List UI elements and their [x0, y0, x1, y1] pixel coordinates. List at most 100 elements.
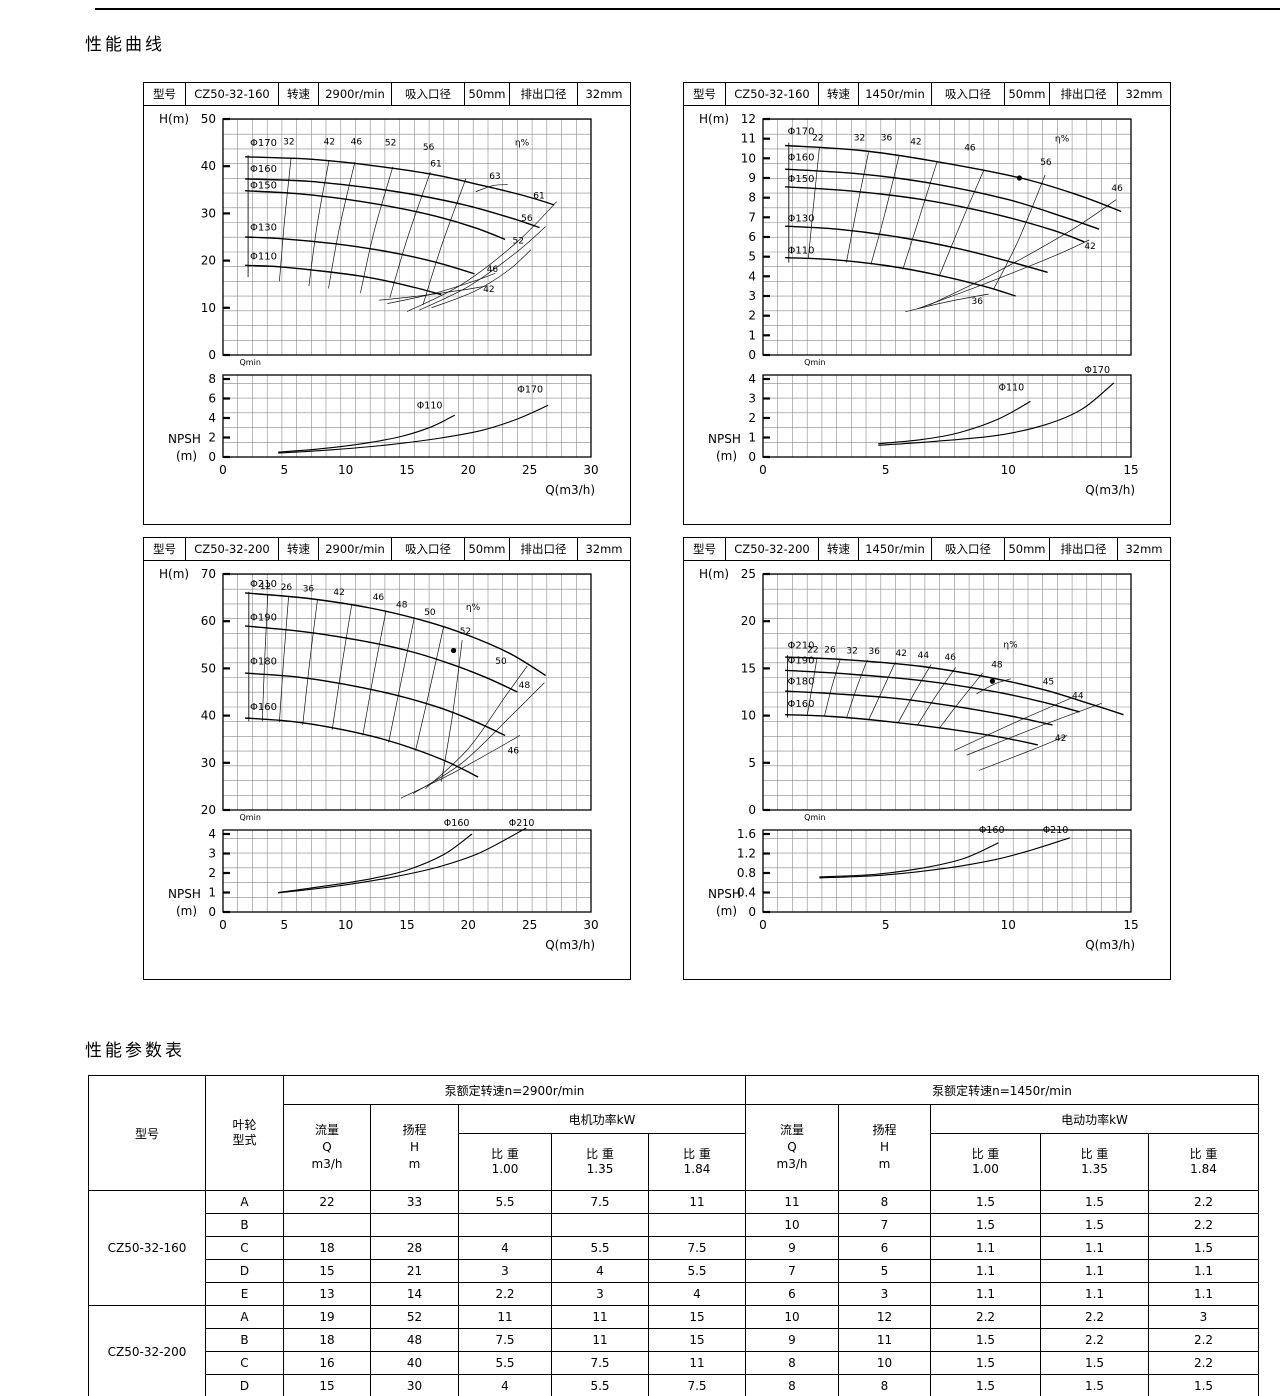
- value-cell: 9: [745, 1236, 839, 1260]
- suction-label: 吸入口径: [932, 538, 1005, 560]
- value-cell: 1.5: [930, 1374, 1041, 1396]
- impeller-curve-label: Φ210: [250, 579, 277, 590]
- impeller-type-cell: E: [205, 1282, 284, 1306]
- discharge-value: 32mm: [585, 87, 623, 101]
- efficiency-contour: [261, 595, 269, 722]
- chart-header: 型号 CZ50-32-160 转速 1450r/min 吸入口径 50mm 排出…: [684, 83, 1170, 106]
- efficiency-label: 48: [396, 601, 408, 611]
- chart-header: 型号 CZ50-32-200 转速 2900r/min 吸入口径 50mm 排出…: [144, 538, 630, 561]
- efficiency-label: 61: [430, 160, 441, 170]
- efficiency-contour: [302, 599, 318, 726]
- h-tick-label: 0: [748, 348, 756, 362]
- model-label: 型号: [684, 83, 726, 105]
- model-value: CZ50-32-160: [186, 83, 279, 105]
- chart-panel-160-2900: 型号 CZ50-32-160 转速 2900r/min 吸入口径 50mm 排出…: [143, 82, 631, 525]
- h-tick-label: 50: [201, 661, 216, 675]
- value-cell: 5.5: [648, 1259, 746, 1283]
- top-rule: [95, 8, 1280, 10]
- value-cell: 6: [838, 1236, 931, 1260]
- efficiency-label: 46: [945, 653, 957, 663]
- npsh-tick-label: 1.2: [737, 847, 756, 861]
- efficiency-contour: [328, 161, 356, 289]
- npsh-axis-unit: (m): [716, 904, 737, 918]
- npsh-tick-label: 0: [748, 450, 756, 464]
- h-tick-label: 40: [201, 159, 216, 173]
- value-cell: 5.5: [551, 1374, 649, 1396]
- efficiency-label: 36: [972, 297, 984, 307]
- h-tick-label: 40: [201, 709, 216, 723]
- q-tick-label: 0: [219, 918, 227, 932]
- value-cell: 5.5: [458, 1190, 552, 1214]
- value-cell: 48: [370, 1328, 459, 1352]
- efficiency-label: 44: [918, 651, 930, 661]
- npsh-curve: [278, 827, 527, 894]
- performance-parameters-table: 型号 叶轮 型式 泵额定转速n=2900r/min 泵额定转速n=1450r/m…: [88, 1075, 1259, 1396]
- efficiency-contour: [939, 169, 985, 276]
- q-tick-label: 15: [399, 918, 414, 932]
- discharge-label: 排出口径: [1050, 83, 1118, 105]
- npsh-curve-label: Φ110: [417, 400, 443, 411]
- speed-label: 转速: [819, 538, 859, 560]
- npsh-curve-label: Φ210: [509, 818, 535, 829]
- efficiency-contour: [976, 678, 1011, 695]
- h-tick-label: 8: [748, 191, 756, 205]
- value-cell: 4: [458, 1236, 552, 1260]
- value-cell: 1.5: [930, 1328, 1041, 1352]
- value-cell: 2.2: [1148, 1213, 1259, 1237]
- efficiency-label: 52: [460, 627, 471, 637]
- efficiency-label: η%: [1055, 135, 1070, 145]
- efficiency-label: 22: [807, 645, 818, 655]
- q-tick-label: 0: [219, 463, 227, 477]
- q-tick-label: 20: [461, 463, 476, 477]
- value-cell: 1.1: [1040, 1236, 1149, 1260]
- npsh-curve: [878, 400, 1031, 445]
- header-sg-100: 比 重 1.00: [930, 1133, 1041, 1191]
- npsh-axis-label: NPSH: [708, 887, 741, 901]
- value-cell: 5.5: [458, 1351, 552, 1375]
- suction-label: 吸入口径: [392, 538, 465, 560]
- npsh-axis-label: NPSH: [168, 887, 201, 901]
- npsh-curve-label: Φ210: [1043, 825, 1069, 836]
- efficiency-label: 63: [489, 172, 500, 182]
- header-group-1450: 泵额定转速n=1450r/min: [745, 1075, 1259, 1105]
- h-tick-label: 20: [201, 254, 216, 268]
- h-tick-label: 10: [201, 301, 216, 315]
- impeller-curve-label: Φ190: [250, 612, 277, 623]
- value-cell: 1.5: [930, 1351, 1041, 1375]
- value-cell: 2.2: [930, 1305, 1041, 1329]
- impeller-curve: [245, 264, 442, 296]
- q-tick-label: 25: [522, 463, 537, 477]
- value-cell: 1.1: [1148, 1282, 1259, 1306]
- impeller-curve: [785, 186, 1085, 243]
- qmin-label: Qmin: [804, 813, 825, 822]
- efficiency-contour: [279, 157, 292, 282]
- table-row: B 10 7 1.5 1.5 2.2: [89, 1213, 1259, 1237]
- efficiency-contour: [431, 249, 532, 309]
- impeller-curve: [785, 144, 1122, 213]
- value-cell: 18: [283, 1328, 371, 1352]
- table-row: D 15 30 4 5.5 7.5 8 8 1.5 1.5 1.5: [89, 1374, 1259, 1396]
- value-cell: 3: [458, 1259, 552, 1283]
- h-tick-label: 10: [741, 709, 756, 723]
- q-tick-label: 0: [759, 463, 767, 477]
- value-cell: 1.5: [930, 1213, 1041, 1237]
- npsh-tick-label: 0.4: [737, 886, 756, 900]
- pump-performance-plot: 25 20 15 10 5 0 H(m) 1.6 1.2 0.8 0.4 0 NPSH (m) 0 5 10 15…: [699, 567, 1139, 952]
- npsh-curve: [278, 833, 473, 894]
- suction-value: 50mm: [1005, 538, 1050, 560]
- value-cell: 5.5: [551, 1236, 649, 1260]
- h-tick-label: 10: [741, 151, 756, 165]
- speed-label: 转速: [279, 538, 319, 560]
- value-cell: 7: [745, 1259, 839, 1283]
- impeller-type-cell: A: [205, 1190, 284, 1214]
- efficiency-label: 42: [896, 649, 907, 659]
- efficiency-contour: [954, 697, 1073, 751]
- suction-value: 50mm: [1005, 83, 1050, 105]
- efficiency-contour: [939, 672, 983, 729]
- value-cell: 52: [370, 1305, 459, 1329]
- impeller-curve: [245, 672, 506, 737]
- header-impeller-type: 叶轮 型式: [205, 1075, 284, 1191]
- suction-value: 50mm: [465, 538, 510, 560]
